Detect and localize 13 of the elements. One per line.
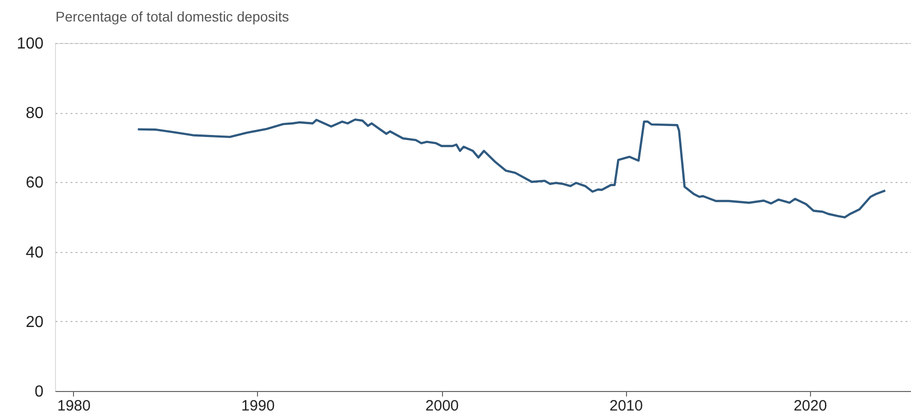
x-tick-label: 2010 — [609, 398, 643, 414]
x-tick-label: 1980 — [57, 398, 91, 414]
y-tick-label: 0 — [34, 384, 44, 400]
y-tick-label: 80 — [26, 105, 44, 122]
y-tick-label: 100 — [16, 36, 44, 52]
y-tick-label: 20 — [26, 314, 44, 331]
x-tick-label: 1990 — [241, 398, 275, 414]
y-axis-title: Percentage of total domestic deposits — [56, 8, 289, 24]
x-tick-label: 2000 — [425, 398, 459, 414]
y-tick-label: 60 — [26, 174, 44, 192]
y-tick-label: 40 — [26, 244, 44, 262]
line-series — [136, 118, 886, 218]
x-tick-label: 2020 — [794, 398, 827, 414]
